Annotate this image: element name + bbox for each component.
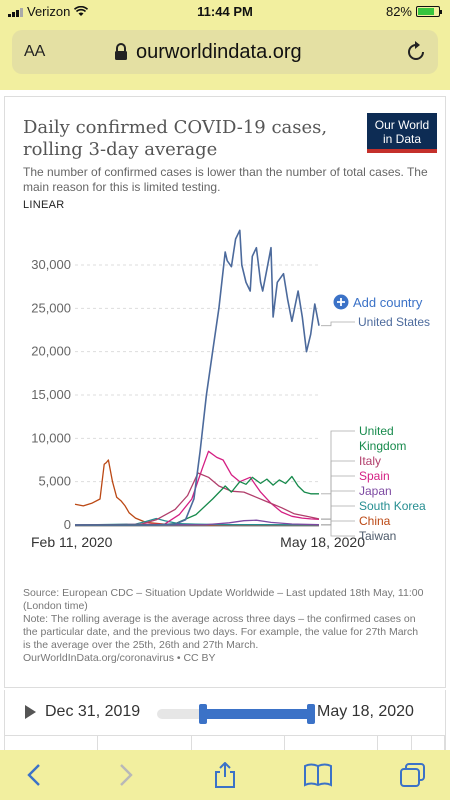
- carrier-name: Verizon: [27, 4, 71, 19]
- tab-share[interactable]: [412, 736, 445, 750]
- x-tick-label-start: Feb 11, 2020: [31, 534, 113, 550]
- label-connector: [321, 430, 355, 495]
- logo-line-2: in Data: [382, 132, 422, 146]
- label-connector: [321, 524, 355, 537]
- clock: 11:44 PM: [197, 4, 253, 19]
- series-line-china[interactable]: [74, 459, 320, 526]
- wifi-icon: [74, 6, 89, 16]
- series-line-united-kingdom[interactable]: [74, 475, 319, 526]
- tab-map[interactable]: [98, 736, 192, 750]
- series-line-south-korea[interactable]: [74, 517, 320, 526]
- reload-icon[interactable]: [406, 41, 426, 63]
- tab-download[interactable]: [378, 736, 412, 750]
- y-tick-label: 10,000: [31, 430, 71, 445]
- url-host[interactable]: ourworldindata.org: [136, 41, 302, 63]
- browser-toolbar: [0, 750, 450, 800]
- scale-toggle[interactable]: LINEAR: [23, 199, 65, 211]
- y-tick-label: 15,000: [31, 387, 71, 402]
- tab-data[interactable]: [192, 736, 286, 750]
- address-bar[interactable]: AA ourworldindata.org: [12, 30, 438, 74]
- owid-logo[interactable]: Our World in Data: [367, 113, 437, 153]
- series-line-spain[interactable]: [74, 450, 320, 526]
- series-label-taiwan[interactable]: Taiwan: [359, 529, 396, 543]
- series-label-south-korea[interactable]: South Korea: [359, 499, 426, 513]
- label-connector: [321, 321, 355, 327]
- chart-tabs: [4, 736, 446, 750]
- series-label-spain[interactable]: Spain: [359, 469, 390, 483]
- y-tick-label: 25,000: [31, 300, 71, 315]
- credit-link[interactable]: OurWorldInData.org/coronavirus • CC BY: [23, 652, 216, 664]
- series-label-japan[interactable]: Japan: [359, 484, 392, 498]
- back-chevron-icon[interactable]: [20, 762, 50, 788]
- series-label-china[interactable]: China: [359, 514, 391, 528]
- logo-line-1: Our World: [374, 118, 430, 132]
- label-connector: [321, 505, 355, 526]
- x-tick-label-end: May 18, 2020: [280, 534, 365, 550]
- bookmarks-icon[interactable]: [303, 762, 333, 788]
- add-country-button[interactable]: Add country: [333, 294, 423, 311]
- series-line-italy[interactable]: [74, 472, 320, 526]
- timeline-start-handle[interactable]: [199, 704, 207, 724]
- note-text: Note: The rolling average is the average…: [23, 613, 419, 651]
- label-connector: [321, 460, 355, 520]
- chart-subtitle: The number of confirmed cases is lower t…: [23, 165, 428, 194]
- y-tick-label: 20,000: [31, 344, 71, 359]
- timeline-start-date: Dec 31, 2019: [45, 703, 141, 720]
- timeline-selection[interactable]: [201, 709, 309, 719]
- line-chart: 0 5,000 10,000 15,000 20,000 25,000 30,000 Feb …: [31, 229, 430, 550]
- battery-icon: [416, 6, 442, 17]
- timeline-control: Dec 31, 2019 May 18, 2020: [4, 690, 446, 736]
- timeline-end-handle[interactable]: [307, 704, 315, 724]
- source-notes: Source: European CDC – Situation Update …: [23, 587, 428, 665]
- tab-sources[interactable]: [285, 736, 379, 750]
- series-label-united-states[interactable]: United States: [358, 315, 430, 329]
- y-tick-label: 30,000: [31, 257, 71, 272]
- battery-percent: 82%: [385, 4, 412, 19]
- forward-chevron-icon[interactable]: [110, 762, 140, 788]
- y-tick-label: 5,000: [38, 474, 71, 489]
- carrier-indicator: Verizon: [8, 4, 89, 19]
- tab-chart[interactable]: [5, 736, 99, 750]
- share-icon[interactable]: [210, 762, 240, 788]
- y-tick-label: 0: [64, 517, 71, 532]
- battery-indicator: 82%: [385, 4, 442, 19]
- status-bar: Verizon 11:44 PM 82%: [0, 0, 450, 24]
- series-label-italy[interactable]: Italy: [359, 454, 381, 468]
- text-size-button[interactable]: AA: [24, 43, 46, 60]
- chart-card: Daily confirmed COVID-19 cases, rolling …: [4, 96, 446, 688]
- add-country-label: Add country: [353, 295, 423, 310]
- chart-title: Daily confirmed COVID-19 cases, rolling …: [23, 117, 328, 160]
- play-icon[interactable]: [25, 705, 36, 719]
- series-line-japan[interactable]: [74, 519, 320, 526]
- browser-address-area: AA ourworldindata.org: [0, 24, 450, 90]
- signal-icon: [8, 7, 23, 17]
- plus-icon: [337, 298, 345, 306]
- series-label-united-kingdom[interactable]: United Kingdom: [359, 424, 406, 453]
- tabs-icon[interactable]: [398, 762, 428, 788]
- timeline-end-date: May 18, 2020: [317, 703, 414, 720]
- series-line-united-states[interactable]: [75, 229, 320, 526]
- label-connector: [321, 475, 355, 520]
- lock-icon: [115, 43, 127, 60]
- source-text: Source: European CDC – Situation Update …: [23, 587, 424, 612]
